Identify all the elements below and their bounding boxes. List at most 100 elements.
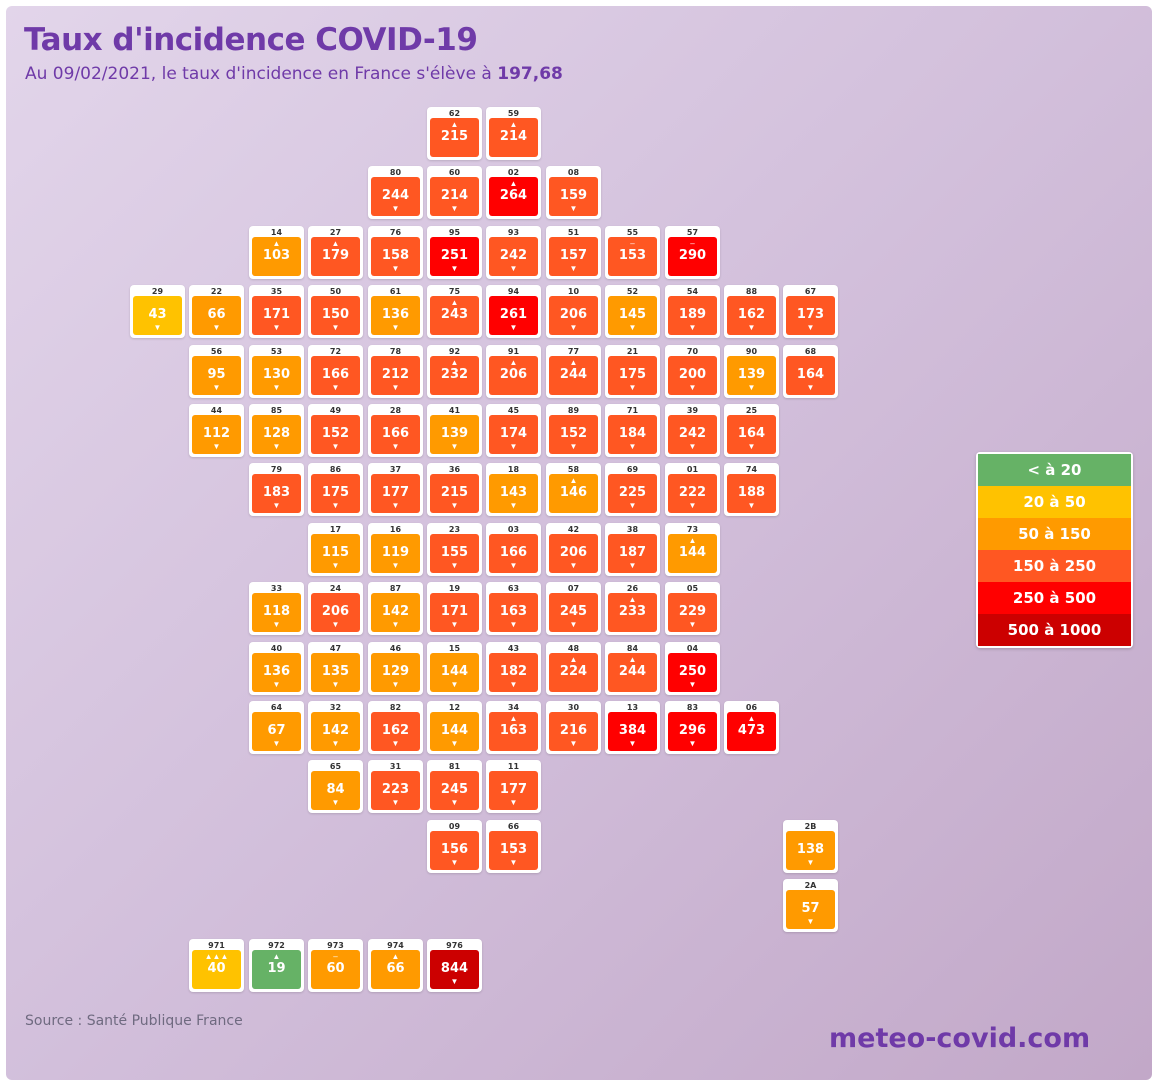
department-tile[interactable]: 08 159 ▼ xyxy=(546,166,601,219)
department-tile[interactable]: 29 43 ▼ xyxy=(130,285,185,338)
department-tile[interactable]: 973–60 xyxy=(308,939,363,992)
department-tile[interactable]: 52 145 ▼ xyxy=(605,285,660,338)
department-tile[interactable]: 56 95 ▼ xyxy=(189,345,244,398)
department-tile[interactable]: 2A 57 ▼ xyxy=(783,879,838,932)
department-tile[interactable]: 54 189 ▼ xyxy=(665,285,720,338)
department-tile[interactable]: 91 ▲ 206 xyxy=(486,345,541,398)
department-tile[interactable]: 93 242 ▼ xyxy=(486,226,541,279)
department-tile[interactable]: 88 162 ▼ xyxy=(724,285,779,338)
department-tile[interactable]: 05 229 ▼ xyxy=(665,582,720,635)
department-tile[interactable]: 31 223 ▼ xyxy=(368,760,423,813)
department-tile[interactable]: 55–153 xyxy=(605,226,660,279)
department-tile[interactable]: 80 244 ▼ xyxy=(368,166,423,219)
department-tile[interactable]: 82 162 ▼ xyxy=(368,701,423,754)
department-tile[interactable]: 12 144 ▼ xyxy=(427,701,482,754)
department-tile[interactable]: 89 152 ▼ xyxy=(546,404,601,457)
department-tile[interactable]: 26 ▲ 233 xyxy=(605,582,660,635)
department-tile[interactable]: 38 187 ▼ xyxy=(605,523,660,576)
department-tile[interactable]: 37 177 ▼ xyxy=(368,463,423,516)
department-tile[interactable]: 24 206 ▼ xyxy=(308,582,363,635)
department-tile[interactable]: 03 166 ▼ xyxy=(486,523,541,576)
department-tile[interactable]: 79 183 ▼ xyxy=(249,463,304,516)
department-tile[interactable]: 14 ▲ 103 xyxy=(249,226,304,279)
department-tile[interactable]: 46 129 ▼ xyxy=(368,642,423,695)
department-tile[interactable]: 40 136 ▼ xyxy=(249,642,304,695)
department-tile[interactable]: 64 67 ▼ xyxy=(249,701,304,754)
department-tile[interactable]: 70 200 ▼ xyxy=(665,345,720,398)
department-tile[interactable]: 66 153 ▼ xyxy=(486,820,541,873)
department-tile[interactable]: 94 261 ▼ xyxy=(486,285,541,338)
department-tile[interactable]: 13 384 ▼ xyxy=(605,701,660,754)
department-tile[interactable]: 75 ▲ 243 xyxy=(427,285,482,338)
department-tile[interactable]: 16 119 ▼ xyxy=(368,523,423,576)
department-tile[interactable]: 53 130 ▼ xyxy=(249,345,304,398)
department-tile[interactable]: 84 ▲ 244 xyxy=(605,642,660,695)
department-tile[interactable]: 19 171 ▼ xyxy=(427,582,482,635)
department-tile[interactable]: 71 184 ▼ xyxy=(605,404,660,457)
department-tile[interactable]: 22 66 ▼ xyxy=(189,285,244,338)
department-tile[interactable]: 77 ▲ 244 xyxy=(546,345,601,398)
department-tile[interactable]: 57–290 xyxy=(665,226,720,279)
department-tile[interactable]: 76 158 ▼ xyxy=(368,226,423,279)
department-tile[interactable]: 60 214 ▼ xyxy=(427,166,482,219)
department-tile[interactable]: 90 139 ▼ xyxy=(724,345,779,398)
department-tile[interactable]: 41 139 ▼ xyxy=(427,404,482,457)
department-tile[interactable]: 36 215 ▼ xyxy=(427,463,482,516)
department-tile[interactable]: 44 112 ▼ xyxy=(189,404,244,457)
department-tile[interactable]: 67 173 ▼ xyxy=(783,285,838,338)
department-tile[interactable]: 81 245 ▼ xyxy=(427,760,482,813)
department-tile[interactable]: 30 216 ▼ xyxy=(546,701,601,754)
department-tile[interactable]: 68 164 ▼ xyxy=(783,345,838,398)
department-tile[interactable]: 63 163 ▼ xyxy=(486,582,541,635)
department-tile[interactable]: 32 142 ▼ xyxy=(308,701,363,754)
department-tile[interactable]: 972 ▲ 19 xyxy=(249,939,304,992)
department-tile[interactable]: 01 222 ▼ xyxy=(665,463,720,516)
department-tile[interactable]: 15 144 ▼ xyxy=(427,642,482,695)
department-tile[interactable]: 87 142 ▼ xyxy=(368,582,423,635)
department-tile[interactable]: 45 174 ▼ xyxy=(486,404,541,457)
department-tile[interactable]: 95 251 ▼ xyxy=(427,226,482,279)
department-tile[interactable]: 35 171 ▼ xyxy=(249,285,304,338)
department-tile[interactable]: 51 157 ▼ xyxy=(546,226,601,279)
department-tile[interactable]: 11 177 ▼ xyxy=(486,760,541,813)
department-tile[interactable]: 72 166 ▼ xyxy=(308,345,363,398)
department-tile[interactable]: 85 128 ▼ xyxy=(249,404,304,457)
department-tile[interactable]: 92 ▲ 232 xyxy=(427,345,482,398)
department-tile[interactable]: 09 156 ▼ xyxy=(427,820,482,873)
department-tile[interactable]: 50 150 ▼ xyxy=(308,285,363,338)
department-tile[interactable]: 10 206 ▼ xyxy=(546,285,601,338)
department-tile[interactable]: 971 ▲▲▲ 40 xyxy=(189,939,244,992)
department-tile[interactable]: 34 ▲ 163 xyxy=(486,701,541,754)
department-tile[interactable]: 69 225 ▼ xyxy=(605,463,660,516)
department-tile[interactable]: 06 ▲ 473 xyxy=(724,701,779,754)
department-tile[interactable]: 25 164 ▼ xyxy=(724,404,779,457)
department-tile[interactable]: 73 ▲ 144 xyxy=(665,523,720,576)
department-tile[interactable]: 21 175 ▼ xyxy=(605,345,660,398)
department-tile[interactable]: 976 844 ▼ xyxy=(427,939,482,992)
department-tile[interactable]: 42 206 ▼ xyxy=(546,523,601,576)
department-tile[interactable]: 74 188 ▼ xyxy=(724,463,779,516)
department-tile[interactable]: 48 ▲ 224 xyxy=(546,642,601,695)
department-tile[interactable]: 02 ▲ 264 xyxy=(486,166,541,219)
department-tile[interactable]: 47 135 ▼ xyxy=(308,642,363,695)
department-tile[interactable]: 62 ▲ 215 xyxy=(427,107,482,160)
department-tile[interactable]: 07 245 ▼ xyxy=(546,582,601,635)
department-tile[interactable]: 23 155 ▼ xyxy=(427,523,482,576)
department-tile[interactable]: 49 152 ▼ xyxy=(308,404,363,457)
department-tile[interactable]: 61 136 ▼ xyxy=(368,285,423,338)
department-tile[interactable]: 78 212 ▼ xyxy=(368,345,423,398)
department-tile[interactable]: 43 182 ▼ xyxy=(486,642,541,695)
department-tile[interactable]: 33 118 ▼ xyxy=(249,582,304,635)
department-tile[interactable]: 04 250 ▼ xyxy=(665,642,720,695)
department-tile[interactable]: 86 175 ▼ xyxy=(308,463,363,516)
department-tile[interactable]: 974 ▲ 66 xyxy=(368,939,423,992)
department-tile[interactable]: 58 ▲ 146 xyxy=(546,463,601,516)
department-tile[interactable]: 17 115 ▼ xyxy=(308,523,363,576)
department-tile[interactable]: 65 84 ▼ xyxy=(308,760,363,813)
department-tile[interactable]: 83 296 ▼ xyxy=(665,701,720,754)
department-tile[interactable]: 39 242 ▼ xyxy=(665,404,720,457)
department-tile[interactable]: 59 ▲ 214 xyxy=(486,107,541,160)
department-tile[interactable]: 27 ▲ 179 xyxy=(308,226,363,279)
department-tile[interactable]: 28 166 ▼ xyxy=(368,404,423,457)
department-tile[interactable]: 18 143 ▼ xyxy=(486,463,541,516)
